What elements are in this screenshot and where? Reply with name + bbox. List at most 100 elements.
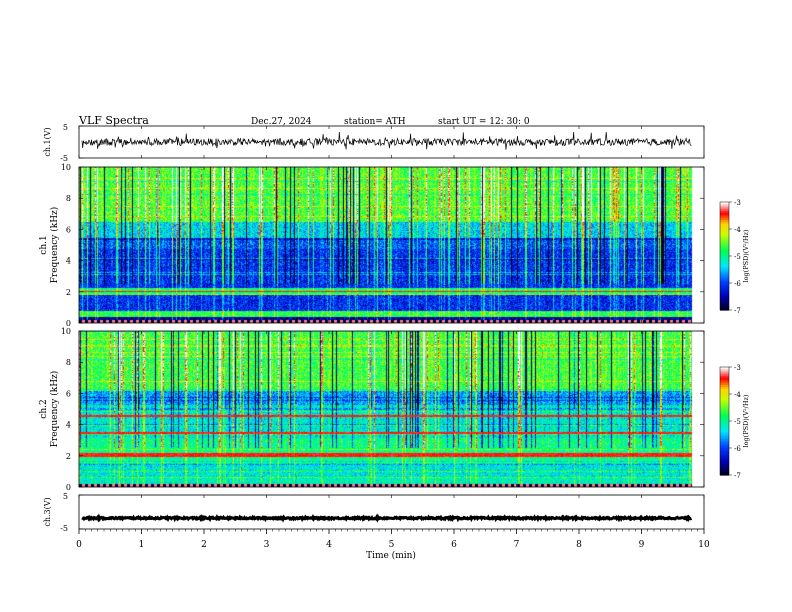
ch1-colorbar-swatch — [720, 295, 729, 298]
xtick-label: 7 — [514, 540, 520, 550]
ch1-waveform-panel: 5 -5 ch.1(V) — [43, 123, 705, 163]
ch2-colorbar-swatch — [720, 426, 729, 429]
ch1-spectrogram-image — [79, 167, 704, 323]
xtick-label: 1 — [139, 540, 145, 550]
ch2-colorbar-swatch — [720, 385, 729, 388]
ch1-colorbar-swatch — [720, 277, 729, 280]
ch1-colorbar-swatch — [720, 306, 729, 309]
ch2-colorbar-swatch — [720, 381, 729, 384]
ch1-ytick-bottom: -5 — [60, 154, 68, 163]
ch1-colorbar-swatch — [720, 254, 729, 257]
ch2-colorbar-swatch — [720, 394, 729, 397]
ch1-colorbar-swatch — [720, 274, 729, 277]
ch1-colorbar-swatch — [720, 292, 729, 295]
ch1-volt-axis-label: ch.1(V) — [43, 127, 52, 156]
freq-tick-label: 4 — [66, 257, 71, 266]
ch2-spectrogram-panel: 0 2 4 6 8 10 ch.2 Frequency (kHz) -3 -4 -5 -6 -7 l… — [39, 327, 750, 492]
ch2-colorbar-swatch — [720, 392, 729, 395]
ch1-colorbar-swatch — [720, 202, 729, 205]
ch2-colorbar-swatch — [720, 372, 729, 375]
ch1-colorbar-tick-label: -5 — [734, 253, 741, 261]
ch2-colorbar-swatch — [720, 440, 729, 444]
ch2-colorbar-swatch — [720, 453, 729, 456]
ch2-colorbar-swatch — [720, 367, 729, 370]
ch2-colorbar-swatch — [720, 401, 729, 404]
ch2-colorbar-swatch — [720, 433, 729, 436]
ch1-colorbar-swatch — [720, 221, 729, 225]
ch2-colorbar-swatch — [720, 410, 729, 413]
ch2-colorbar-swatch — [720, 422, 729, 426]
ch3-waveform-panel: 5 -5 ch.3(V) — [43, 492, 705, 533]
ch2-colorbar-swatch — [720, 435, 729, 438]
ch1-colorbar-swatch — [720, 207, 729, 210]
ch2-colorbar-swatch — [720, 424, 729, 427]
date-label: Dec.27, 2024 — [251, 117, 312, 127]
ch1-colorbar-tick-label: -6 — [734, 280, 741, 288]
ch1-colorbar-swatch — [720, 261, 729, 264]
station-label: station= ATH — [344, 117, 406, 127]
waveform-trace — [81, 513, 693, 523]
ch2-colorbar-swatch — [720, 388, 729, 391]
ch1-colorbar-swatch — [720, 265, 729, 268]
ch1-colorbar-swatch — [720, 290, 729, 293]
ch1-colorbar-swatch — [720, 268, 729, 271]
ch2-colorbar-swatch — [720, 431, 729, 435]
freq-tick-label: 10 — [61, 163, 71, 172]
ch3-volt-axis-label: ch.3(V) — [43, 497, 52, 526]
ch2-colorbar-swatch — [720, 466, 729, 469]
ch1-colorbar-swatch — [720, 229, 729, 232]
ch2-spectrogram-image — [79, 331, 704, 487]
ch2-colorbar-tick-label: -7 — [734, 472, 741, 480]
freq-tick-label: 2 — [66, 452, 71, 461]
ch2-colorbar-swatch — [720, 421, 729, 424]
ch1-colorbar-swatch — [720, 216, 729, 219]
freq-tick-label: 4 — [66, 421, 71, 430]
ch1-colorbar-swatch — [720, 275, 729, 279]
ch1-colorbar-swatch — [720, 270, 729, 273]
ch1-colorbar-swatch — [720, 212, 729, 216]
ch2-colorbar-swatch — [720, 448, 729, 451]
ch2-colorbar-swatch — [720, 412, 729, 415]
ch1-colorbar-swatch — [720, 279, 729, 282]
ch1-colorbar-swatch — [720, 214, 729, 217]
ch1-colorbar-swatch — [720, 272, 729, 275]
ch2-frequency-axis-label: Frequency (kHz) — [49, 371, 60, 448]
ch1-frequency-axis-label: Frequency (kHz) — [49, 207, 60, 284]
ch1-channel-label: ch.1 — [39, 235, 49, 254]
ch1-colorbar-swatch — [720, 209, 729, 212]
ch2-colorbar-tick-label: -4 — [734, 391, 741, 399]
ch2-colorbar-label: log(PSD)(V²/Hz) — [742, 394, 750, 447]
freq-tick-label: 6 — [66, 389, 71, 398]
waveform-trace — [81, 131, 692, 150]
ch1-colorbar-swatch — [720, 283, 729, 286]
ch1-colorbar-swatch — [720, 248, 729, 252]
ch2-colorbar-swatch — [720, 442, 729, 445]
ch2-colorbar-swatch — [720, 473, 729, 476]
ch1-colorbar-swatch — [720, 293, 729, 297]
ch1-colorbar-swatch — [720, 223, 729, 226]
ch2-colorbar-swatch — [720, 464, 729, 467]
freq-tick-label: 0 — [66, 319, 71, 328]
xtick-label: 2 — [201, 540, 207, 550]
freq-tick-label: 10 — [61, 327, 71, 336]
ch1-colorbar-swatch — [720, 259, 729, 262]
ch2-colorbar-swatch — [720, 437, 729, 440]
ch1-colorbar-swatch — [720, 227, 729, 230]
ch2-colorbar-swatch — [720, 460, 729, 463]
ch2-colorbar-swatch — [720, 399, 729, 402]
ch2-colorbar-swatch — [720, 457, 729, 460]
ch1-colorbar-swatch — [720, 205, 729, 208]
ch1-colorbar-swatch — [720, 297, 729, 300]
ch3-ytick-bottom: -5 — [60, 524, 68, 533]
ch2-colorbar-swatch — [720, 403, 729, 406]
ch2-channel-label: ch.2 — [39, 399, 49, 418]
figure-title: VLF Spectra — [78, 114, 149, 127]
ch1-colorbar-swatch — [720, 281, 729, 284]
ch1-colorbar-swatch — [720, 247, 729, 250]
ch1-colorbar-swatch — [720, 232, 729, 235]
xtick-label: 4 — [326, 540, 332, 550]
ch2-colorbar-tick-label: -6 — [734, 445, 741, 453]
ch2-colorbar-swatch — [720, 415, 729, 418]
ch2-colorbar-swatch — [720, 451, 729, 454]
ch2-colorbar-swatch — [720, 419, 729, 422]
